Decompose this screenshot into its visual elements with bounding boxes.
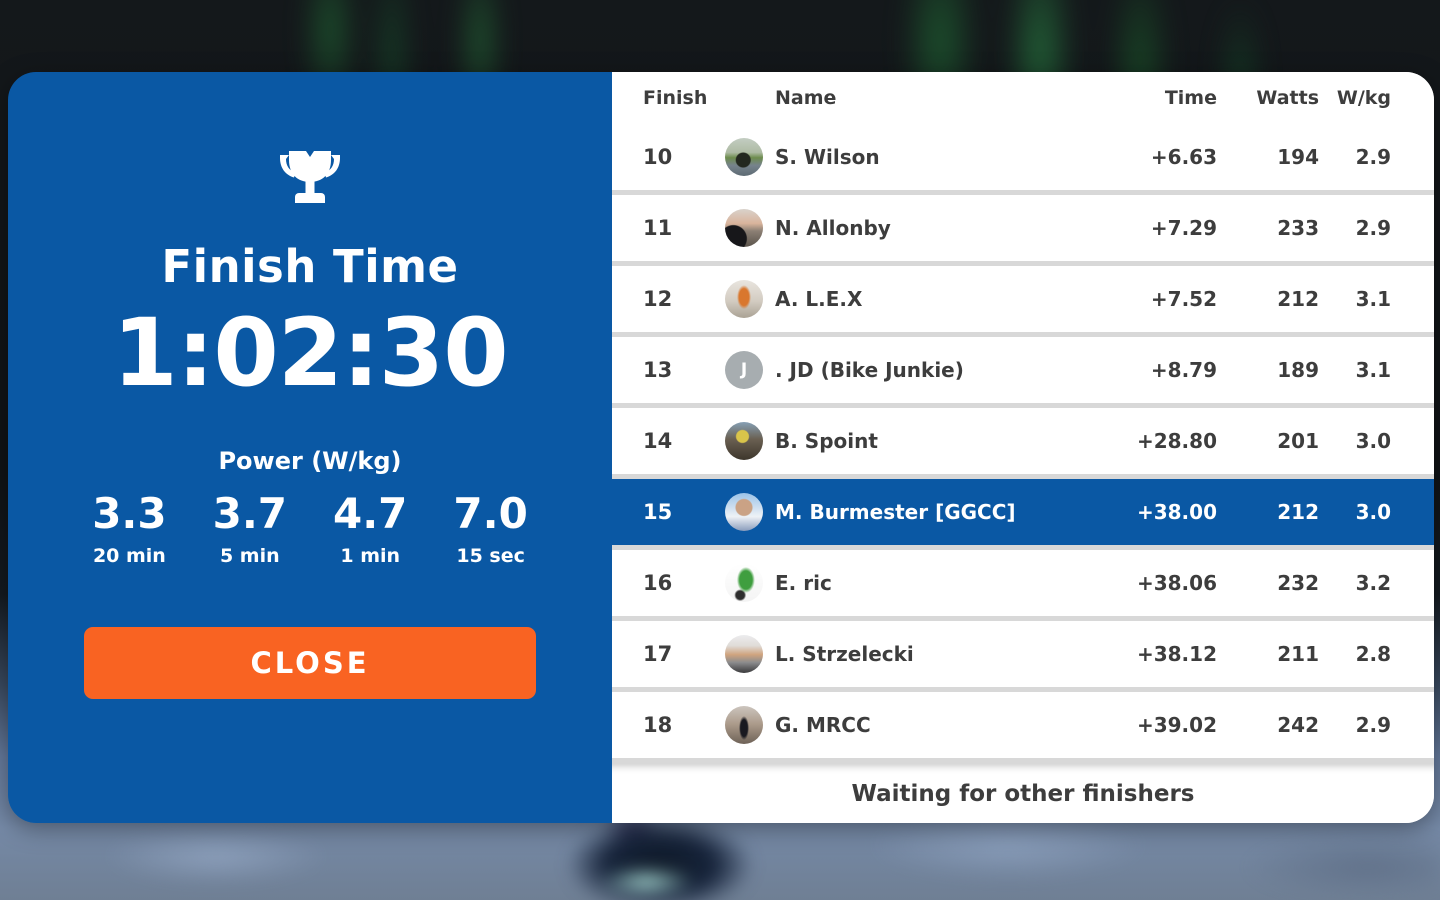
rider-name: A. L.E.X xyxy=(775,287,863,311)
finish-time-delta: +38.12 xyxy=(1136,642,1217,666)
close-button[interactable]: CLOSE xyxy=(84,627,536,700)
finish-position: 13 xyxy=(643,358,673,382)
rider-wkg: 3.1 xyxy=(1355,358,1391,382)
rider-avatar xyxy=(725,422,763,460)
rider-name: G. MRCC xyxy=(775,713,871,737)
power-stat: 3.7 5 min xyxy=(212,489,287,568)
rider-avatar xyxy=(725,635,763,673)
finish-position: 16 xyxy=(643,571,673,595)
rider-name: B. Spoint xyxy=(775,429,878,453)
rider-wkg: 3.2 xyxy=(1355,571,1391,595)
table-row-highlighted[interactable]: 15 M. Burmester [GGCC] +38.00 212 3.0 xyxy=(612,479,1434,545)
panel-title: Finish Time xyxy=(161,240,459,293)
power-stats: 3.3 20 min 3.7 5 min 4.7 1 min 7.0 15 sec xyxy=(92,489,528,568)
finish-time-delta: +28.80 xyxy=(1136,429,1217,453)
finish-time-delta: +7.29 xyxy=(1150,216,1217,240)
table-row[interactable]: 14 B. Spoint +28.80 201 3.0 xyxy=(612,408,1434,474)
rider-watts: 212 xyxy=(1277,500,1319,524)
rider-name: N. Allonby xyxy=(775,216,891,240)
power-duration-label: 5 min xyxy=(219,545,280,568)
power-value: 4.7 xyxy=(333,489,408,538)
rider-avatar: J xyxy=(725,351,763,389)
finish-time-panel: Finish Time 1:02:30 Power (W/kg) 3.3 20 m… xyxy=(8,72,612,823)
table-row[interactable]: 16 E. ric +38.06 232 3.2 xyxy=(612,550,1434,616)
header-finish: Finish xyxy=(643,87,708,109)
blurred-rider-silhouette xyxy=(525,810,795,900)
finish-position: 11 xyxy=(643,216,673,240)
table-row[interactable]: 17 L. Strzelecki +38.12 211 2.8 xyxy=(612,621,1434,687)
rider-name: M. Burmester [GGCC] xyxy=(775,500,1016,524)
rider-watts: 211 xyxy=(1277,642,1319,666)
rider-watts: 212 xyxy=(1277,287,1319,311)
power-value: 3.7 xyxy=(212,489,287,538)
finish-position: 10 xyxy=(643,145,673,169)
rider-wkg: 3.0 xyxy=(1355,500,1391,524)
rider-name: E. ric xyxy=(775,571,832,595)
finish-position: 17 xyxy=(643,642,673,666)
header-wkg: W/kg xyxy=(1336,87,1391,109)
rider-watts: 232 xyxy=(1277,571,1319,595)
header-time: Time xyxy=(1164,87,1217,109)
power-section-title: Power (W/kg) xyxy=(218,447,402,475)
table-row[interactable]: 13 J . JD (Bike Junkie) +8.79 189 3.1 xyxy=(612,337,1434,403)
rider-watts: 201 xyxy=(1277,429,1319,453)
rider-avatar xyxy=(725,706,763,744)
rider-avatar xyxy=(725,280,763,318)
rider-name: S. Wilson xyxy=(775,145,880,169)
finish-position: 18 xyxy=(643,713,673,737)
table-row[interactable]: 11 N. Allonby +7.29 233 2.9 xyxy=(612,195,1434,261)
table-header: Finish Name Time Watts W/kg xyxy=(612,72,1434,124)
finish-position: 12 xyxy=(643,287,673,311)
rider-wkg: 2.9 xyxy=(1355,145,1391,169)
finish-time-delta: +38.06 xyxy=(1136,571,1217,595)
power-value: 3.3 xyxy=(92,489,167,538)
rider-watts: 189 xyxy=(1277,358,1319,382)
table-row[interactable]: 18 G. MRCC +39.02 242 2.9 xyxy=(612,692,1434,758)
table-row[interactable]: 12 A. L.E.X +7.52 212 3.1 xyxy=(612,266,1434,332)
rider-wkg: 2.8 xyxy=(1355,642,1391,666)
finish-results-card: Finish Time 1:02:30 Power (W/kg) 3.3 20 m… xyxy=(8,72,1434,823)
rider-watts: 242 xyxy=(1277,713,1319,737)
finish-position: 15 xyxy=(643,500,673,524)
power-value: 7.0 xyxy=(453,489,528,538)
rider-avatar xyxy=(725,138,763,176)
finish-time-delta: +6.63 xyxy=(1150,145,1217,169)
rider-avatar xyxy=(725,564,763,602)
power-stat: 4.7 1 min xyxy=(333,489,408,568)
rider-watts: 194 xyxy=(1277,145,1319,169)
table-row[interactable]: 10 S. Wilson +6.63 194 2.9 xyxy=(612,124,1434,190)
rider-wkg: 2.9 xyxy=(1355,713,1391,737)
finish-position: 14 xyxy=(643,429,673,453)
finish-time-delta: +8.79 xyxy=(1150,358,1217,382)
rider-wkg: 3.1 xyxy=(1355,287,1391,311)
finish-time-value: 1:02:30 xyxy=(112,299,508,408)
finish-time-delta: +38.00 xyxy=(1136,500,1217,524)
power-duration-label: 20 min xyxy=(92,545,166,568)
header-watts: Watts xyxy=(1256,87,1319,109)
power-duration-label: 1 min xyxy=(340,545,401,568)
results-table: Finish Name Time Watts W/kg 10 S. Wilson +… xyxy=(612,72,1434,823)
rider-name: L. Strzelecki xyxy=(775,642,914,666)
table-body: 10 S. Wilson +6.63 194 2.9 11 N. Allonby +7.29 2… xyxy=(612,124,1434,758)
finish-time-delta: +7.52 xyxy=(1150,287,1217,311)
finish-time-delta: +39.02 xyxy=(1136,713,1217,737)
header-name: Name xyxy=(775,87,837,109)
rider-avatar xyxy=(725,209,763,247)
rider-wkg: 2.9 xyxy=(1355,216,1391,240)
trophy-icon xyxy=(279,148,341,214)
power-stat: 3.3 20 min xyxy=(92,489,167,568)
rider-name: . JD (Bike Junkie) xyxy=(775,358,964,382)
rider-watts: 233 xyxy=(1277,216,1319,240)
table-footer: Waiting for other finishers xyxy=(612,764,1434,823)
power-duration-label: 15 sec xyxy=(456,545,525,568)
rider-avatar xyxy=(725,493,763,531)
rider-wkg: 3.0 xyxy=(1355,429,1391,453)
power-stat: 7.0 15 sec xyxy=(453,489,528,568)
